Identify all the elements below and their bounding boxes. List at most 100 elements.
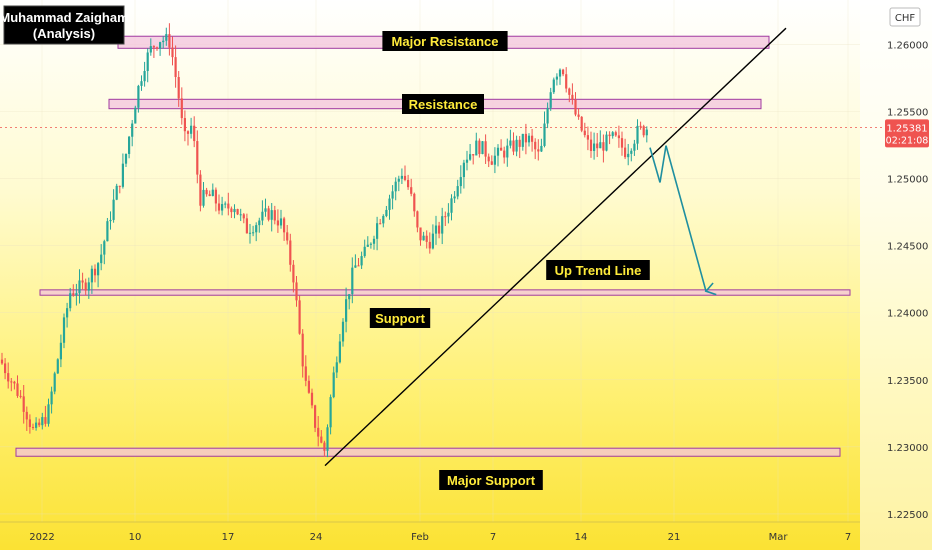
candle-down (214, 189, 217, 204)
candle-up (348, 294, 351, 300)
annotation-labels: Major Resistance Resistance Support Major S… (369, 31, 650, 490)
candle-up (627, 153, 630, 158)
candle-down (208, 194, 211, 196)
candle-up (382, 215, 385, 224)
candle-up (543, 123, 546, 146)
candle-up (78, 280, 81, 294)
candle-down (22, 396, 25, 412)
candle-down (580, 116, 583, 131)
candle-down (577, 114, 580, 117)
currency-label: CHF (895, 13, 916, 24)
candle-down (524, 133, 527, 143)
candle-up (447, 212, 450, 217)
candle-up (630, 150, 633, 154)
candle-down (428, 241, 431, 249)
candle-up (521, 133, 524, 147)
y-axis: 1.26000 1.25500 1.25000 1.24500 1.24000 1.235… (887, 40, 928, 521)
candle-down (407, 179, 410, 188)
candle-up (345, 299, 348, 322)
candle-down (317, 427, 320, 437)
candle-up (332, 372, 335, 398)
candle-up (190, 125, 193, 134)
candle-down (320, 436, 323, 443)
candle-up (515, 139, 518, 152)
candle-up (270, 210, 273, 220)
candle-up (509, 140, 512, 146)
candle-up (456, 186, 459, 197)
candle-down (416, 211, 419, 228)
candle-up (131, 123, 134, 137)
candle-down (276, 220, 279, 226)
candle-up (633, 143, 636, 151)
candle-down (193, 125, 196, 142)
candle-down (314, 405, 317, 428)
candle-down (518, 139, 521, 147)
candle-up (469, 154, 472, 160)
label-major-resistance: Major Resistance (392, 34, 499, 49)
candle-down (562, 69, 565, 75)
candle-up (558, 69, 562, 77)
candle-up (376, 223, 379, 239)
author-subtitle: (Analysis) (33, 26, 95, 41)
candle-up (366, 244, 369, 247)
candle-down (379, 223, 382, 225)
candle-down (413, 193, 416, 212)
candle-up (202, 189, 205, 206)
candle-up (459, 177, 462, 187)
candle-up (475, 140, 478, 156)
candle-up (224, 203, 227, 205)
label-major-support: Major Support (447, 473, 536, 488)
candle-up (549, 92, 552, 108)
candle-down (44, 417, 47, 424)
label-up-trend-line: Up Trend Line (555, 263, 642, 278)
candle-up (369, 243, 372, 245)
candle-up (400, 175, 403, 179)
candle-up (506, 145, 509, 158)
candle-up (128, 136, 131, 154)
candle-up (149, 46, 152, 53)
candle-down (503, 150, 506, 158)
candle-up (221, 204, 224, 211)
candle-down (4, 363, 7, 374)
candle-down (608, 134, 611, 137)
candle-up (165, 34, 168, 41)
x-tick-label: Mar (769, 532, 789, 543)
candle-up (258, 220, 261, 226)
candle-down (16, 383, 19, 396)
candle-down (304, 366, 307, 381)
candle-up (41, 417, 44, 426)
candle-down (152, 46, 155, 48)
candle-down (574, 99, 577, 115)
candle-down (357, 265, 360, 267)
candle-up (264, 208, 267, 212)
candle-down (565, 74, 568, 89)
candle-up (56, 359, 59, 374)
candle-down (217, 203, 221, 211)
label-resistance: Resistance (409, 97, 478, 112)
projection-leg-1 (649, 147, 661, 183)
candle-down (174, 57, 177, 78)
candle-up (397, 178, 400, 182)
candle-down (487, 156, 490, 162)
trend-layer (324, 27, 787, 467)
candle-up (391, 191, 394, 199)
candle-down (31, 426, 35, 428)
zone-major-support (15, 447, 841, 457)
currency-badge[interactable]: CHF (889, 7, 921, 27)
candle-up (552, 79, 555, 93)
x-tick-label: 7 (845, 532, 851, 543)
candle-down (180, 98, 183, 119)
candle-up (75, 293, 78, 296)
candle-down (199, 174, 202, 206)
candle-down (571, 94, 574, 100)
candle-down (286, 232, 289, 241)
candle-up (140, 81, 143, 86)
candle-up (422, 235, 425, 241)
candle-up (326, 427, 329, 451)
price-axis-panel[interactable] (860, 0, 932, 550)
candle-down (624, 147, 627, 158)
candle-up (555, 76, 558, 80)
candle-up (143, 71, 146, 82)
candle-down (171, 47, 174, 58)
